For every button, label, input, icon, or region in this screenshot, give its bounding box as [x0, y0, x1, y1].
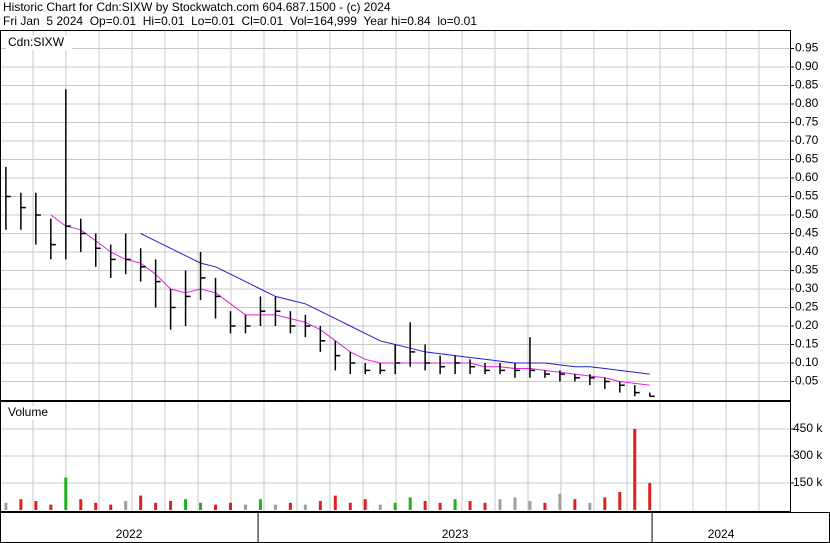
- volume-bar: [408, 497, 412, 510]
- volume-bar: [393, 502, 397, 510]
- volume-bar: [19, 499, 23, 510]
- volume-bar: [94, 502, 98, 510]
- volume-bar: [363, 499, 367, 510]
- y-tick-label: 300 k: [793, 448, 823, 462]
- y-tick-label: 0.30: [795, 281, 819, 295]
- volume-bar: [543, 502, 547, 510]
- volume-bar: [468, 501, 472, 510]
- y-tick-label: 0.05: [795, 374, 819, 388]
- volume-bar: [558, 493, 562, 510]
- y-tick-label: 0.50: [795, 207, 819, 221]
- volume-bar: [79, 499, 83, 510]
- volume-bar: [423, 501, 427, 510]
- grid: [0, 30, 790, 512]
- x-tick-label: 2024: [708, 527, 735, 541]
- volume-bar: [633, 429, 637, 510]
- y-tick-label: 0.75: [795, 115, 819, 129]
- y-tick-label: 0.35: [795, 263, 819, 277]
- volume-bar: [348, 502, 352, 510]
- volume-bar: [498, 499, 502, 510]
- price-panel-label: Cdn:SIXW: [8, 35, 65, 49]
- label-bg: [6, 406, 58, 420]
- volume-bar: [4, 502, 8, 510]
- volume-bar: [154, 502, 158, 510]
- header-line2: Fri Jan 5 2024 Op=0.01 Hi=0.01 Lo=0.01 C…: [3, 14, 477, 28]
- volume-bar: [199, 502, 203, 510]
- volume-bar: [483, 502, 487, 510]
- volume-bar: [273, 504, 277, 510]
- volume-bar: [648, 483, 652, 510]
- volume-bar: [513, 497, 517, 510]
- volume-bar: [258, 499, 262, 510]
- y-tick-label: 0.15: [795, 337, 819, 351]
- volume-bar: [573, 499, 577, 510]
- volume-bar: [303, 504, 307, 510]
- volume-bar: [214, 504, 218, 510]
- y-tick-label: 0.80: [795, 96, 819, 110]
- volume-bar: [124, 501, 128, 510]
- y-tick-label: 0.60: [795, 170, 819, 184]
- volume-bar: [184, 499, 188, 510]
- plot: [4, 89, 655, 510]
- volume-bar: [243, 504, 247, 510]
- volume-bar: [588, 502, 592, 510]
- y-tick-label: 150 k: [793, 475, 823, 489]
- volume-bar: [378, 504, 382, 510]
- volume-bar: [228, 502, 232, 510]
- y-tick-label: 0.65: [795, 152, 819, 166]
- volume-bar: [318, 501, 322, 510]
- y-tick-label: 450 k: [793, 421, 823, 435]
- x-tick-label: 2022: [116, 527, 143, 541]
- y-tick-label: 0.70: [795, 133, 819, 147]
- volume-bar: [109, 504, 113, 510]
- volume-bar: [528, 501, 532, 510]
- y-tick-label: 0.95: [795, 41, 819, 55]
- x-tick-label: 2023: [442, 527, 469, 541]
- y-tick-label: 0.55: [795, 189, 819, 203]
- label-bg: [6, 36, 72, 50]
- volume-bar: [333, 495, 337, 510]
- volume-bar: [438, 502, 442, 510]
- volume-bar: [288, 502, 292, 510]
- y-tick-label: 0.85: [795, 78, 819, 92]
- volume-bar: [618, 492, 622, 510]
- volume-panel-label: Volume: [8, 405, 48, 419]
- y-tick-label: 0.20: [795, 318, 819, 332]
- header-line1: Historic Chart for Cdn:SIXW by Stockwatc…: [3, 0, 391, 14]
- y-tick-label: 0.10: [795, 355, 819, 369]
- volume-bar: [139, 495, 143, 510]
- volume-bar: [64, 477, 68, 510]
- volume-bar: [49, 504, 53, 510]
- y-tick-label: 0.25: [795, 300, 819, 314]
- volume-bar: [34, 501, 38, 510]
- volume-bar: [169, 501, 173, 510]
- y-tick-label: 0.90: [795, 59, 819, 73]
- volume-bar: [453, 499, 457, 510]
- y-tick-label: 0.45: [795, 226, 819, 240]
- volume-bar: [603, 497, 607, 510]
- y-tick-label: 0.40: [795, 244, 819, 258]
